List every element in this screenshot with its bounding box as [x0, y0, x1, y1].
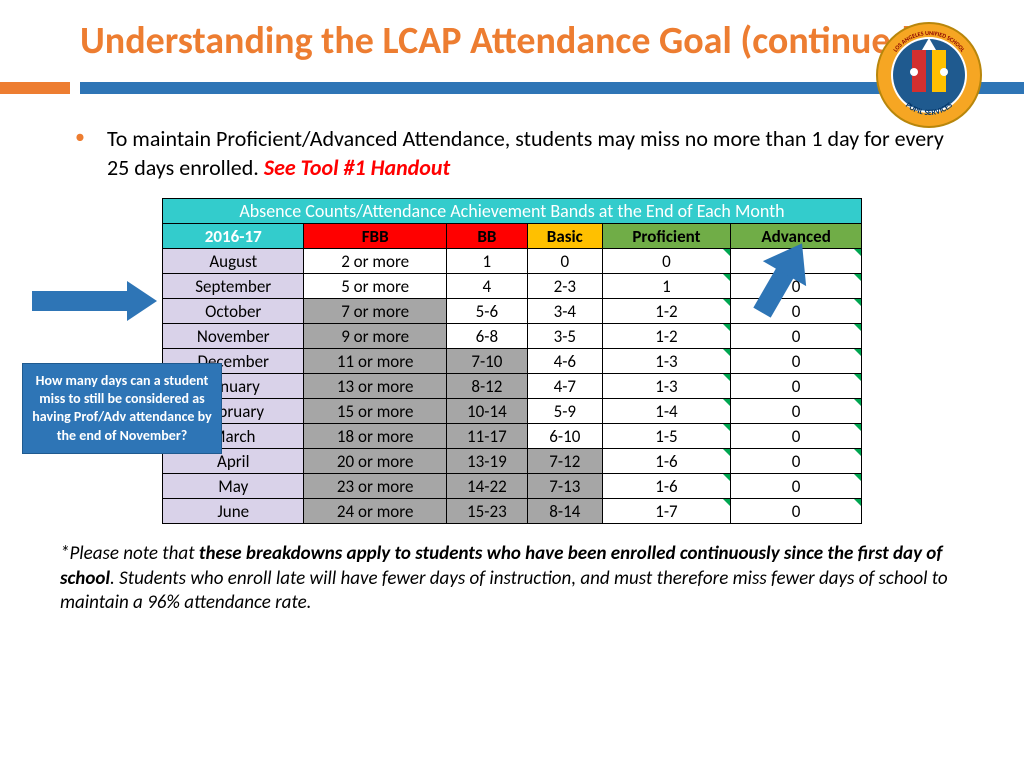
- data-cell: 0: [731, 499, 862, 524]
- data-cell: 9 or more: [304, 324, 446, 349]
- table-container: How many days can a student miss to stil…: [162, 198, 862, 524]
- col-proficient: Proficient: [602, 224, 730, 249]
- data-cell: 1-3: [602, 374, 730, 399]
- data-cell: 1-7: [602, 499, 730, 524]
- data-cell: 1-5: [602, 424, 730, 449]
- data-cell: 15 or more: [304, 399, 446, 424]
- down-arrow-icon: [737, 228, 827, 333]
- divider: [0, 82, 1024, 94]
- table-row: December11 or more7-104-61-30: [163, 349, 862, 374]
- month-cell: November: [163, 324, 304, 349]
- data-cell: 5-6: [446, 299, 527, 324]
- bullet-item: • To maintain Proficient/Advanced Attend…: [0, 94, 1024, 198]
- col-basic: Basic: [527, 224, 602, 249]
- data-cell: 8-12: [446, 374, 527, 399]
- data-cell: 2 or more: [304, 249, 446, 274]
- table-row: February15 or more10-145-91-40: [163, 399, 862, 424]
- data-cell: 1: [602, 274, 730, 299]
- data-cell: 1-2: [602, 299, 730, 324]
- data-cell: 11-17: [446, 424, 527, 449]
- footnote-prefix: *Please note that: [60, 542, 199, 565]
- data-cell: 0: [731, 349, 862, 374]
- bullet-text: To maintain Proficient/Advanced Attendan…: [107, 124, 944, 183]
- data-cell: 18 or more: [304, 424, 446, 449]
- data-cell: 0: [731, 424, 862, 449]
- table-title: Absence Counts/Attendance Achievement Ba…: [163, 199, 862, 224]
- data-cell: 10-14: [446, 399, 527, 424]
- data-cell: 0: [731, 399, 862, 424]
- data-cell: 1-4: [602, 399, 730, 424]
- data-cell: 23 or more: [304, 474, 446, 499]
- data-cell: 3-4: [527, 299, 602, 324]
- data-cell: 5-9: [527, 399, 602, 424]
- divider-orange: [0, 82, 70, 94]
- bullet-dot-icon: •: [75, 124, 85, 183]
- data-cell: 1-6: [602, 474, 730, 499]
- data-cell: 4-6: [527, 349, 602, 374]
- left-arrow-icon: [32, 281, 162, 321]
- table-row: May23 or more14-227-131-60: [163, 474, 862, 499]
- callout-box: How many days can a student miss to stil…: [22, 363, 222, 454]
- data-cell: 4-7: [527, 374, 602, 399]
- data-cell: 24 or more: [304, 499, 446, 524]
- data-cell: 13-19: [446, 449, 527, 474]
- footnote-suffix: . Students who enroll late will have few…: [60, 567, 948, 615]
- col-fbb: FBB: [304, 224, 446, 249]
- data-cell: 7-13: [527, 474, 602, 499]
- data-cell: 15-23: [446, 499, 527, 524]
- month-cell: September: [163, 274, 304, 299]
- data-cell: 7-10: [446, 349, 527, 374]
- data-cell: 0: [731, 449, 862, 474]
- data-cell: 0: [527, 249, 602, 274]
- month-cell: August: [163, 249, 304, 274]
- data-cell: 1-2: [602, 324, 730, 349]
- data-cell: 1: [446, 249, 527, 274]
- data-cell: 0: [731, 374, 862, 399]
- col-year: 2016-17: [163, 224, 304, 249]
- data-cell: 6-10: [527, 424, 602, 449]
- month-cell: May: [163, 474, 304, 499]
- data-cell: 20 or more: [304, 449, 446, 474]
- table-row: June24 or more15-238-141-70: [163, 499, 862, 524]
- col-bb: BB: [446, 224, 527, 249]
- data-cell: 0: [602, 249, 730, 274]
- data-cell: 1-3: [602, 349, 730, 374]
- data-cell: 1-6: [602, 449, 730, 474]
- data-cell: 0: [731, 474, 862, 499]
- data-cell: 13 or more: [304, 374, 446, 399]
- data-cell: 7 or more: [304, 299, 446, 324]
- data-cell: 6-8: [446, 324, 527, 349]
- data-cell: 11 or more: [304, 349, 446, 374]
- data-cell: 8-14: [527, 499, 602, 524]
- data-cell: 5 or more: [304, 274, 446, 299]
- data-cell: 4: [446, 274, 527, 299]
- footnote: *Please note that these breakdowns apply…: [0, 524, 1024, 616]
- see-tool-link: See Tool #1 Handout: [264, 154, 450, 181]
- table-row: April20 or more13-197-121-60: [163, 449, 862, 474]
- table-row: March18 or more11-176-101-50: [163, 424, 862, 449]
- data-cell: 3-5: [527, 324, 602, 349]
- data-cell: 2-3: [527, 274, 602, 299]
- bullet-main-text: To maintain Proficient/Advanced Attendan…: [107, 125, 944, 182]
- page-title: Understanding the LCAP Attendance Goal (…: [0, 0, 1024, 74]
- table-row: January13 or more8-124-71-30: [163, 374, 862, 399]
- data-cell: 14-22: [446, 474, 527, 499]
- lausd-logo: LOS ANGELES UNIFIED SCHOOL PUPIL SERVICE…: [874, 20, 984, 130]
- month-cell: October: [163, 299, 304, 324]
- data-cell: 7-12: [527, 449, 602, 474]
- month-cell: June: [163, 499, 304, 524]
